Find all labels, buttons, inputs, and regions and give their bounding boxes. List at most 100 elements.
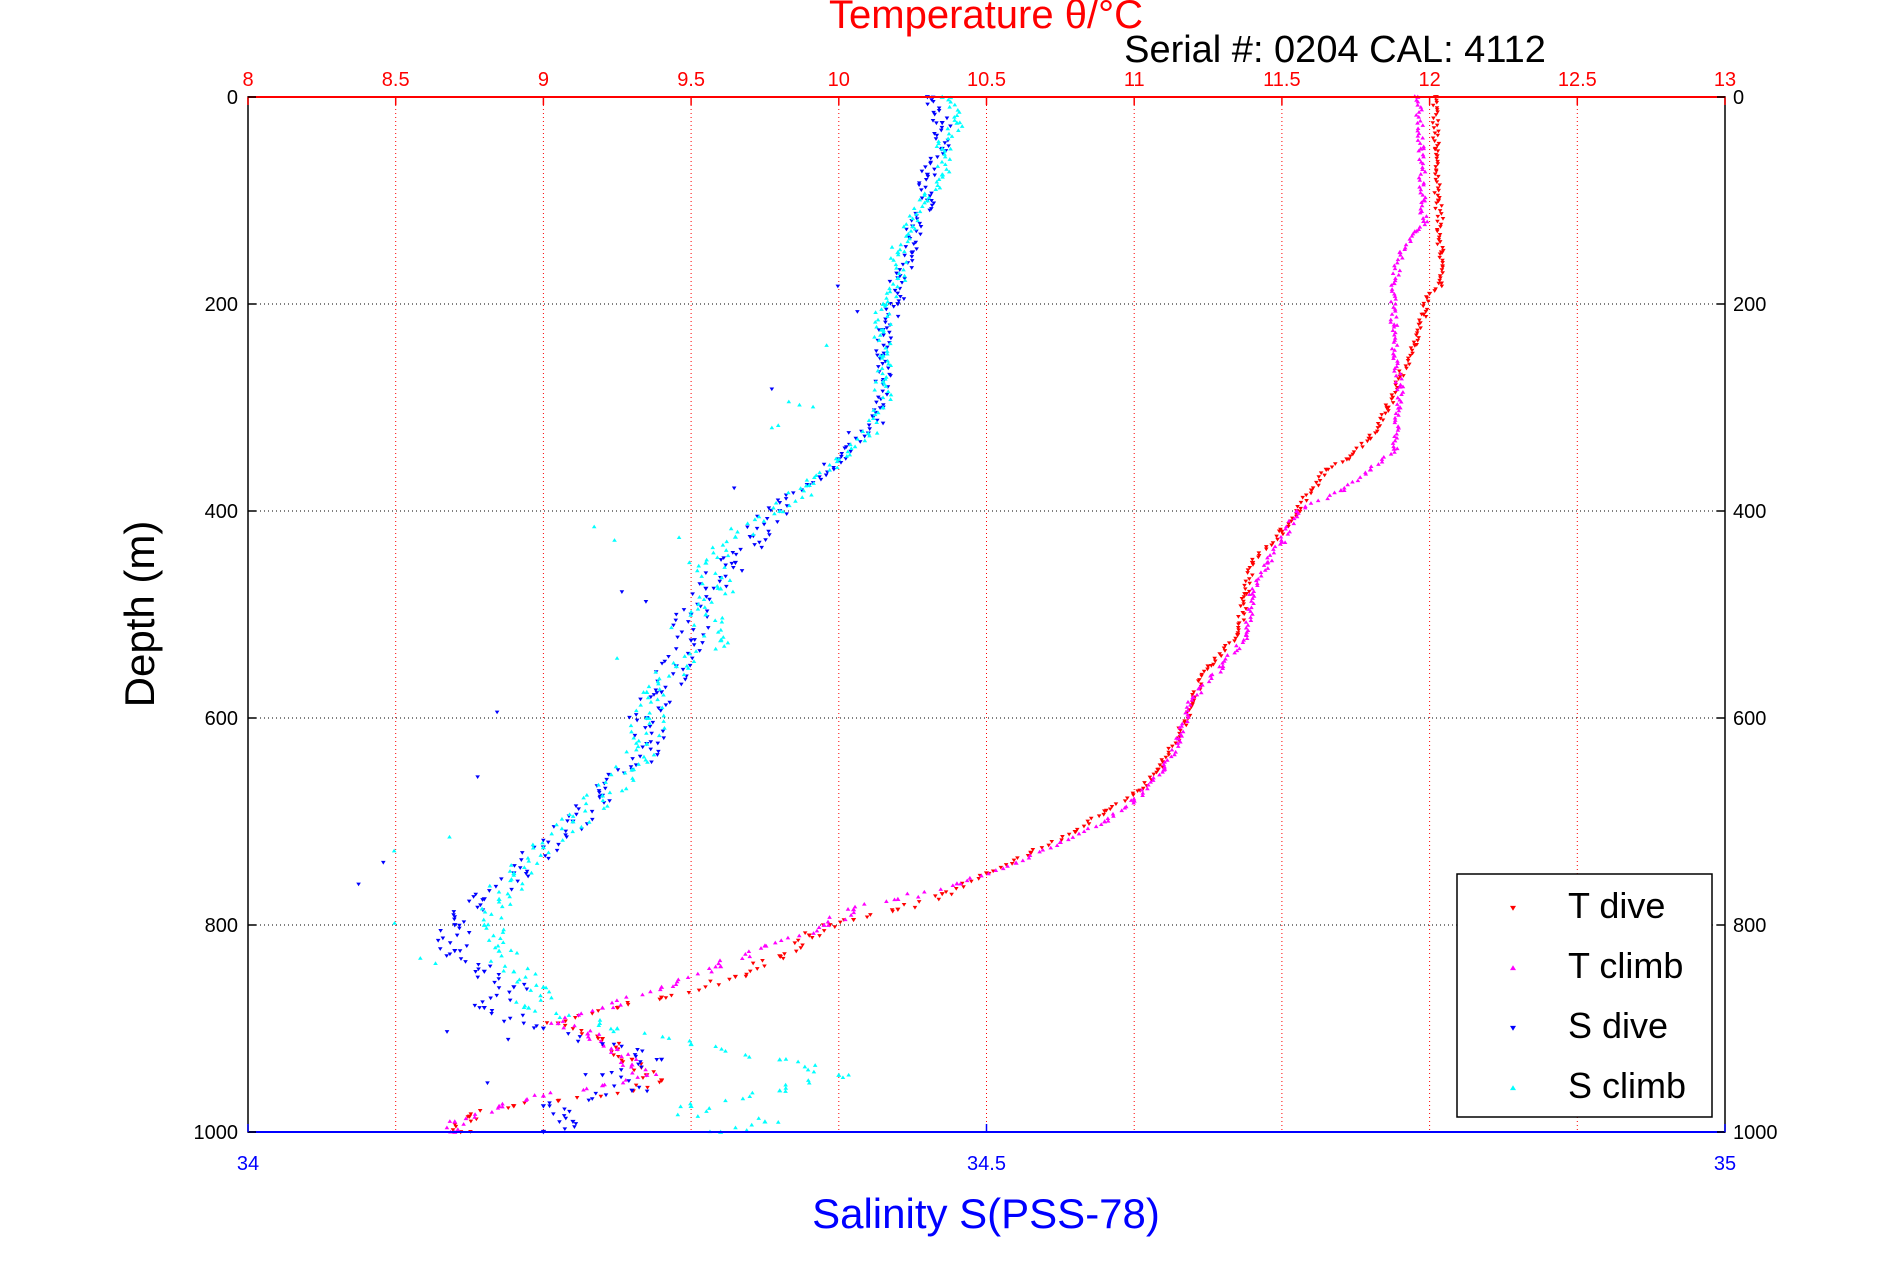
data-point [1020, 858, 1026, 863]
data-point [549, 995, 554, 1000]
data-point [838, 920, 843, 925]
data-point [1345, 482, 1351, 487]
data-point [937, 185, 943, 190]
data-point [1431, 126, 1437, 130]
data-point [1185, 712, 1191, 717]
data-point [554, 848, 560, 853]
data-point [1422, 222, 1428, 227]
data-point [688, 1042, 694, 1047]
data-point [730, 551, 736, 555]
data-point [850, 918, 857, 923]
data-point [641, 690, 646, 694]
data-point [1431, 116, 1436, 121]
data-point [1421, 301, 1427, 306]
data-point [1403, 364, 1409, 369]
data-point [810, 404, 816, 409]
data-point [653, 1072, 659, 1076]
data-point [628, 1064, 634, 1069]
data-point [764, 516, 770, 521]
data-point [1104, 808, 1109, 813]
data-point [435, 938, 441, 943]
data-point [599, 1073, 606, 1078]
data-point [1093, 824, 1099, 829]
data-point [745, 525, 750, 530]
data-point [1416, 148, 1422, 153]
data-point [884, 899, 889, 903]
data-point [803, 483, 809, 488]
data-point [731, 486, 737, 491]
data-point [1392, 294, 1398, 298]
data-point [1177, 725, 1182, 730]
data-point [648, 747, 654, 752]
data-point [798, 946, 804, 950]
data-point [888, 392, 894, 397]
data-point [1434, 180, 1440, 185]
data-point [647, 724, 653, 729]
data-point [818, 477, 824, 482]
data-point [1190, 692, 1195, 697]
legend-entry: S dive [1510, 1005, 1668, 1046]
data-point [1243, 587, 1248, 592]
data-point [942, 152, 947, 156]
data-point [1420, 135, 1425, 140]
data-point [990, 869, 996, 874]
data-point [1417, 178, 1423, 182]
data-point [1397, 268, 1403, 273]
data-point [1435, 229, 1440, 234]
data-point [538, 853, 544, 857]
data-point [530, 842, 536, 847]
data-point [1175, 744, 1181, 748]
data-point [1398, 252, 1403, 257]
data-point [739, 569, 745, 573]
data-point [887, 289, 893, 294]
data-point [656, 733, 662, 738]
data-point [1169, 747, 1175, 752]
data-point [611, 1029, 616, 1034]
data-point [1248, 609, 1253, 613]
data-point [883, 376, 888, 381]
data-point [811, 481, 816, 485]
data-point [662, 725, 667, 730]
data-point [922, 193, 927, 197]
data-point [1314, 480, 1319, 485]
data-point [636, 1085, 642, 1090]
data-point [647, 716, 652, 720]
data-point [444, 1030, 450, 1034]
data-point [463, 960, 468, 964]
data-point [880, 405, 886, 410]
data-point [1398, 399, 1404, 404]
data-point [473, 892, 479, 897]
data-point [1396, 408, 1402, 413]
data-point [570, 814, 576, 818]
data-point [719, 615, 725, 620]
data-point [873, 349, 879, 354]
data-point [862, 434, 867, 439]
data-point [888, 256, 894, 260]
data-point [634, 741, 639, 745]
data-point [534, 861, 540, 865]
data-point [870, 416, 876, 421]
data-point [670, 672, 676, 676]
data-point [1315, 498, 1321, 503]
data-point [912, 226, 918, 231]
data-point [514, 979, 520, 984]
data-point [1436, 174, 1441, 179]
data-point [1388, 317, 1394, 322]
data-point [884, 392, 890, 397]
data-point [484, 926, 489, 930]
data-point [709, 600, 714, 604]
data-point [704, 609, 710, 614]
data-point [1154, 770, 1159, 775]
data-point [687, 1038, 692, 1043]
data-point [1074, 827, 1080, 832]
data-point [800, 943, 805, 948]
data-point [657, 1080, 662, 1085]
data-point [747, 969, 753, 974]
data-point [489, 1009, 495, 1013]
data-point [511, 985, 517, 990]
data-point [582, 808, 588, 813]
data-point [901, 267, 906, 272]
data-point [1073, 830, 1079, 834]
data-point [472, 1115, 477, 1119]
data-point [660, 1034, 665, 1039]
